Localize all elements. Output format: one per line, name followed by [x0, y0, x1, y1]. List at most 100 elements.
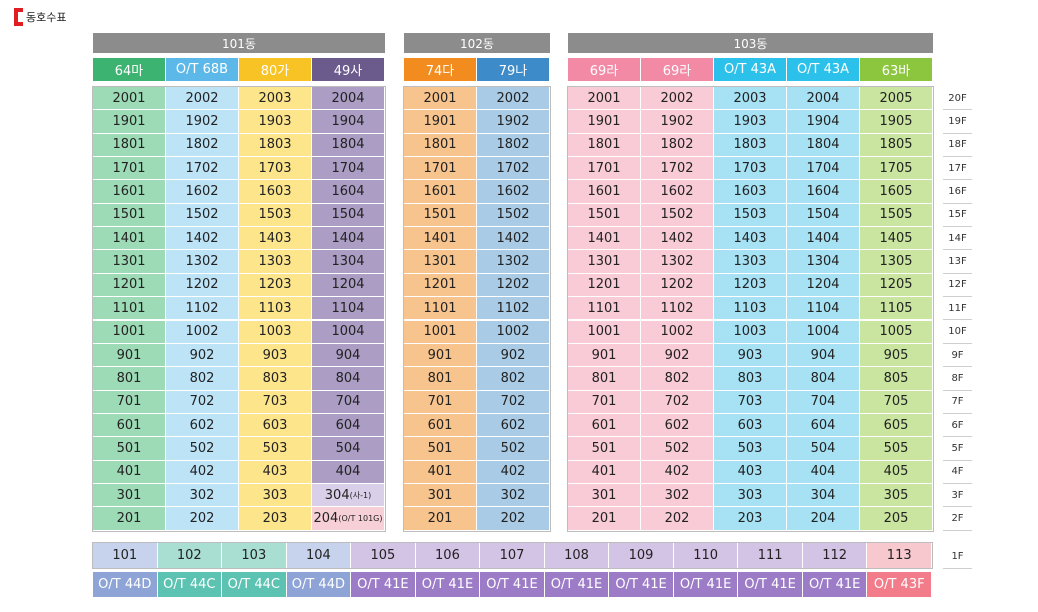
unit-cell: 1704 — [312, 157, 385, 181]
unit-number: 1401 — [112, 230, 146, 246]
unit-number: 802 — [500, 370, 526, 386]
unit-number: 1201 — [112, 277, 146, 293]
unit-number: 301 — [116, 487, 142, 503]
unit-number: 2001 — [423, 90, 457, 106]
unit-cell: 1702 — [477, 157, 550, 181]
unit-cell: 302 — [641, 483, 714, 508]
unit-number: 404 — [810, 464, 836, 480]
unit-number: 1503 — [733, 207, 767, 223]
unit-number: 1702 — [185, 160, 219, 176]
unit-cell: 802 — [641, 367, 714, 391]
unit-cell: 1702 — [166, 157, 239, 181]
unit-cell: 1103 — [239, 297, 312, 321]
unit-cell: 1405 — [860, 227, 933, 251]
unit-cell: 601 — [93, 413, 166, 438]
unit-cell: 1401 — [404, 227, 477, 251]
building-header: 103동 — [568, 33, 933, 53]
unit-cell: 302 — [477, 483, 550, 508]
ground-unit-cell: 101 — [93, 543, 158, 568]
unit-number: 1602 — [660, 184, 694, 200]
unit-number: 1601 — [423, 184, 457, 200]
floor-label: 1F — [943, 544, 972, 569]
unit-cell: 2004 — [312, 87, 385, 111]
ground-unit-type: O/T 43F — [867, 572, 932, 597]
unit-number: 1002 — [185, 324, 219, 340]
unit-number: 1501 — [423, 207, 457, 223]
unit-number: 704 — [335, 394, 361, 410]
ground-unit-cell: 104 — [286, 543, 352, 568]
unit-cell: 1803 — [239, 133, 312, 158]
unit-number: 401 — [591, 464, 617, 480]
unit-number: 302 — [189, 487, 215, 503]
unit-cell: 702 — [477, 390, 550, 414]
floor-label: 8F — [943, 367, 972, 391]
unit-cell: 1602 — [641, 180, 714, 204]
unit-cell: 504 — [787, 437, 860, 461]
unit-number: 1004 — [806, 324, 840, 340]
unit-number: 1802 — [660, 137, 694, 153]
floor-label: 17F — [943, 157, 972, 181]
unit-number: 1202 — [660, 277, 694, 293]
unit-cell: 403 — [714, 460, 787, 484]
unit-number: 301 — [427, 487, 453, 503]
unit-cell: 1502 — [641, 203, 714, 228]
unit-cell: 701 — [404, 390, 477, 414]
unit-cell: 801 — [568, 367, 641, 391]
building-header: 101동 — [93, 33, 385, 53]
unit-number: 403 — [262, 464, 288, 480]
unit-number: 1002 — [496, 324, 530, 340]
floor-label: 12F — [943, 274, 972, 298]
unit-number: 1102 — [496, 300, 530, 316]
unit-number: 502 — [500, 440, 526, 456]
unit-cell: 1004 — [787, 320, 860, 344]
unit-number: 1701 — [112, 160, 146, 176]
unit-number: 1001 — [587, 324, 621, 340]
unit-number: 304 — [810, 487, 836, 503]
unit-number: 1701 — [587, 160, 621, 176]
unit-cell: 1604 — [312, 180, 385, 204]
unit-cell: 1602 — [166, 180, 239, 204]
unit-cell: 202 — [641, 507, 714, 531]
unit-cell: 2002 — [166, 87, 239, 111]
unit-number: 1301 — [112, 254, 146, 270]
unit-number: 404 — [335, 464, 361, 480]
building-header: 102동 — [404, 33, 550, 53]
unit-cell: 703 — [239, 390, 312, 414]
unit-cell: 1501 — [404, 203, 477, 228]
unit-cell: 1802 — [477, 133, 550, 158]
unit-number: 1302 — [185, 254, 219, 270]
unit-cell: 1701 — [568, 157, 641, 181]
unit-number: 1201 — [423, 277, 457, 293]
unit-cell: 1704 — [787, 157, 860, 181]
unit-cell: 1903 — [239, 110, 312, 134]
unit-number: 603 — [737, 417, 763, 433]
unit-cell: 705 — [860, 390, 933, 414]
unit-number: 903 — [262, 347, 288, 363]
floor-label: 6F — [943, 414, 972, 438]
unit-number: 901 — [591, 347, 617, 363]
unit-number: 1801 — [112, 137, 146, 153]
unit-number: 1301 — [587, 254, 621, 270]
unit-number: 202 — [189, 510, 215, 526]
unit-number: 1902 — [660, 114, 694, 130]
unit-cell: 1302 — [641, 250, 714, 274]
unit-cell: 704 — [312, 390, 385, 414]
unit-number: 1304 — [331, 254, 365, 270]
unit-cell: 304 — [787, 483, 860, 508]
unit-cell: 1703 — [714, 157, 787, 181]
unit-cell: 605 — [860, 413, 933, 438]
unit-cell: 1901 — [93, 110, 166, 134]
unit-cell: 602 — [166, 413, 239, 438]
unit-number: 1703 — [258, 160, 292, 176]
unit-cell: 802 — [477, 367, 550, 391]
floor-label: 14F — [943, 227, 972, 251]
unit-number: 905 — [883, 347, 909, 363]
unit-cell: 201 — [568, 507, 641, 531]
unit-cell: 1501 — [568, 203, 641, 228]
unit-type-label: 79나 — [477, 58, 550, 81]
unit-number: 1204 — [806, 277, 840, 293]
unit-cell: 1004 — [312, 320, 385, 344]
unit-cell: 204 — [787, 507, 860, 531]
unit-number: 1603 — [733, 184, 767, 200]
unit-cell: 1703 — [239, 157, 312, 181]
